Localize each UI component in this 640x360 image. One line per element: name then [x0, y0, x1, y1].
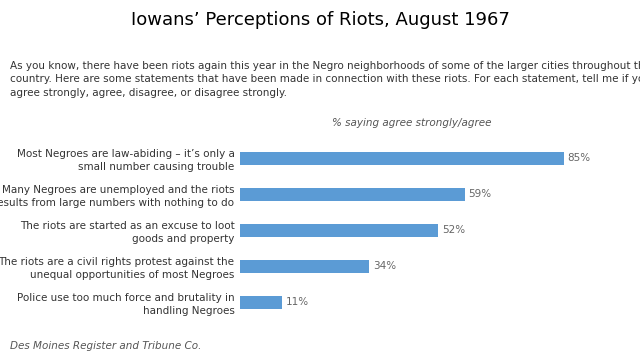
Text: Iowans’ Perceptions of Riots, August 1967: Iowans’ Perceptions of Riots, August 196… — [131, 11, 509, 29]
Bar — [240, 224, 438, 237]
Text: 85%: 85% — [568, 153, 591, 163]
Text: 11%: 11% — [285, 297, 309, 307]
Text: 34%: 34% — [373, 261, 396, 271]
Text: 59%: 59% — [468, 189, 492, 199]
Bar — [240, 152, 564, 165]
Bar — [240, 188, 465, 201]
Text: 52%: 52% — [442, 225, 465, 235]
Text: % saying agree strongly/agree: % saying agree strongly/agree — [332, 118, 491, 128]
Bar — [240, 296, 282, 309]
Text: As you know, there have been riots again this year in the Negro neighborhoods of: As you know, there have been riots again… — [10, 61, 640, 98]
Text: Des Moines Register and Tribune Co.: Des Moines Register and Tribune Co. — [10, 341, 201, 351]
Bar — [240, 260, 369, 273]
